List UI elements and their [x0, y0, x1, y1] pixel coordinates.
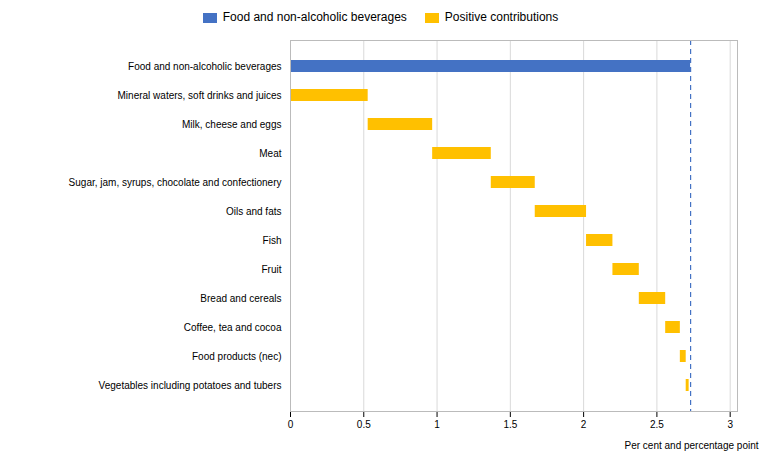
svg-text:Mineral waters, soft drinks an: Mineral waters, soft drinks and juices	[118, 90, 282, 101]
html-text:Positive contributions: Positive contributions	[444, 10, 559, 24]
svg-text:Coffee, tea and cocoa: Coffee, tea and cocoa	[184, 322, 282, 333]
svg-text:Fish: Fish	[263, 235, 282, 246]
svg-text:1.5: 1.5	[503, 419, 517, 430]
svg-text:2: 2	[581, 419, 587, 430]
svg-text:Sugar, jam, syrups, chocolate: Sugar, jam, syrups, chocolate and confec…	[69, 177, 282, 188]
svg-text:Fruit: Fruit	[262, 264, 282, 275]
html-text:Food and non-alcoholic beverag: Food and non-alcoholic beverages	[222, 10, 407, 24]
svg-text:Per cent and percentage point: Per cent and percentage point	[625, 440, 759, 451]
svg-text:Oils and fats: Oils and fats	[226, 206, 282, 217]
svg-text:Milk, cheese and eggs: Milk, cheese and eggs	[182, 119, 282, 130]
svg-text:1: 1	[434, 419, 440, 430]
svg-text:0.5: 0.5	[357, 419, 371, 430]
svg-text:2.5: 2.5	[650, 419, 664, 430]
svg-text:Food products (nec): Food products (nec)	[192, 351, 282, 362]
svg-text:Vegetables including potatoes: Vegetables including potatoes and tubers	[99, 380, 282, 391]
svg-text:0: 0	[288, 419, 294, 430]
svg-text:3: 3	[727, 419, 733, 430]
svg-text:Food and non-alcoholic beverag: Food and non-alcoholic beverages	[128, 61, 281, 72]
svg-text:Meat: Meat	[259, 148, 281, 159]
svg-text:Bread and cereals: Bread and cereals	[200, 293, 281, 304]
